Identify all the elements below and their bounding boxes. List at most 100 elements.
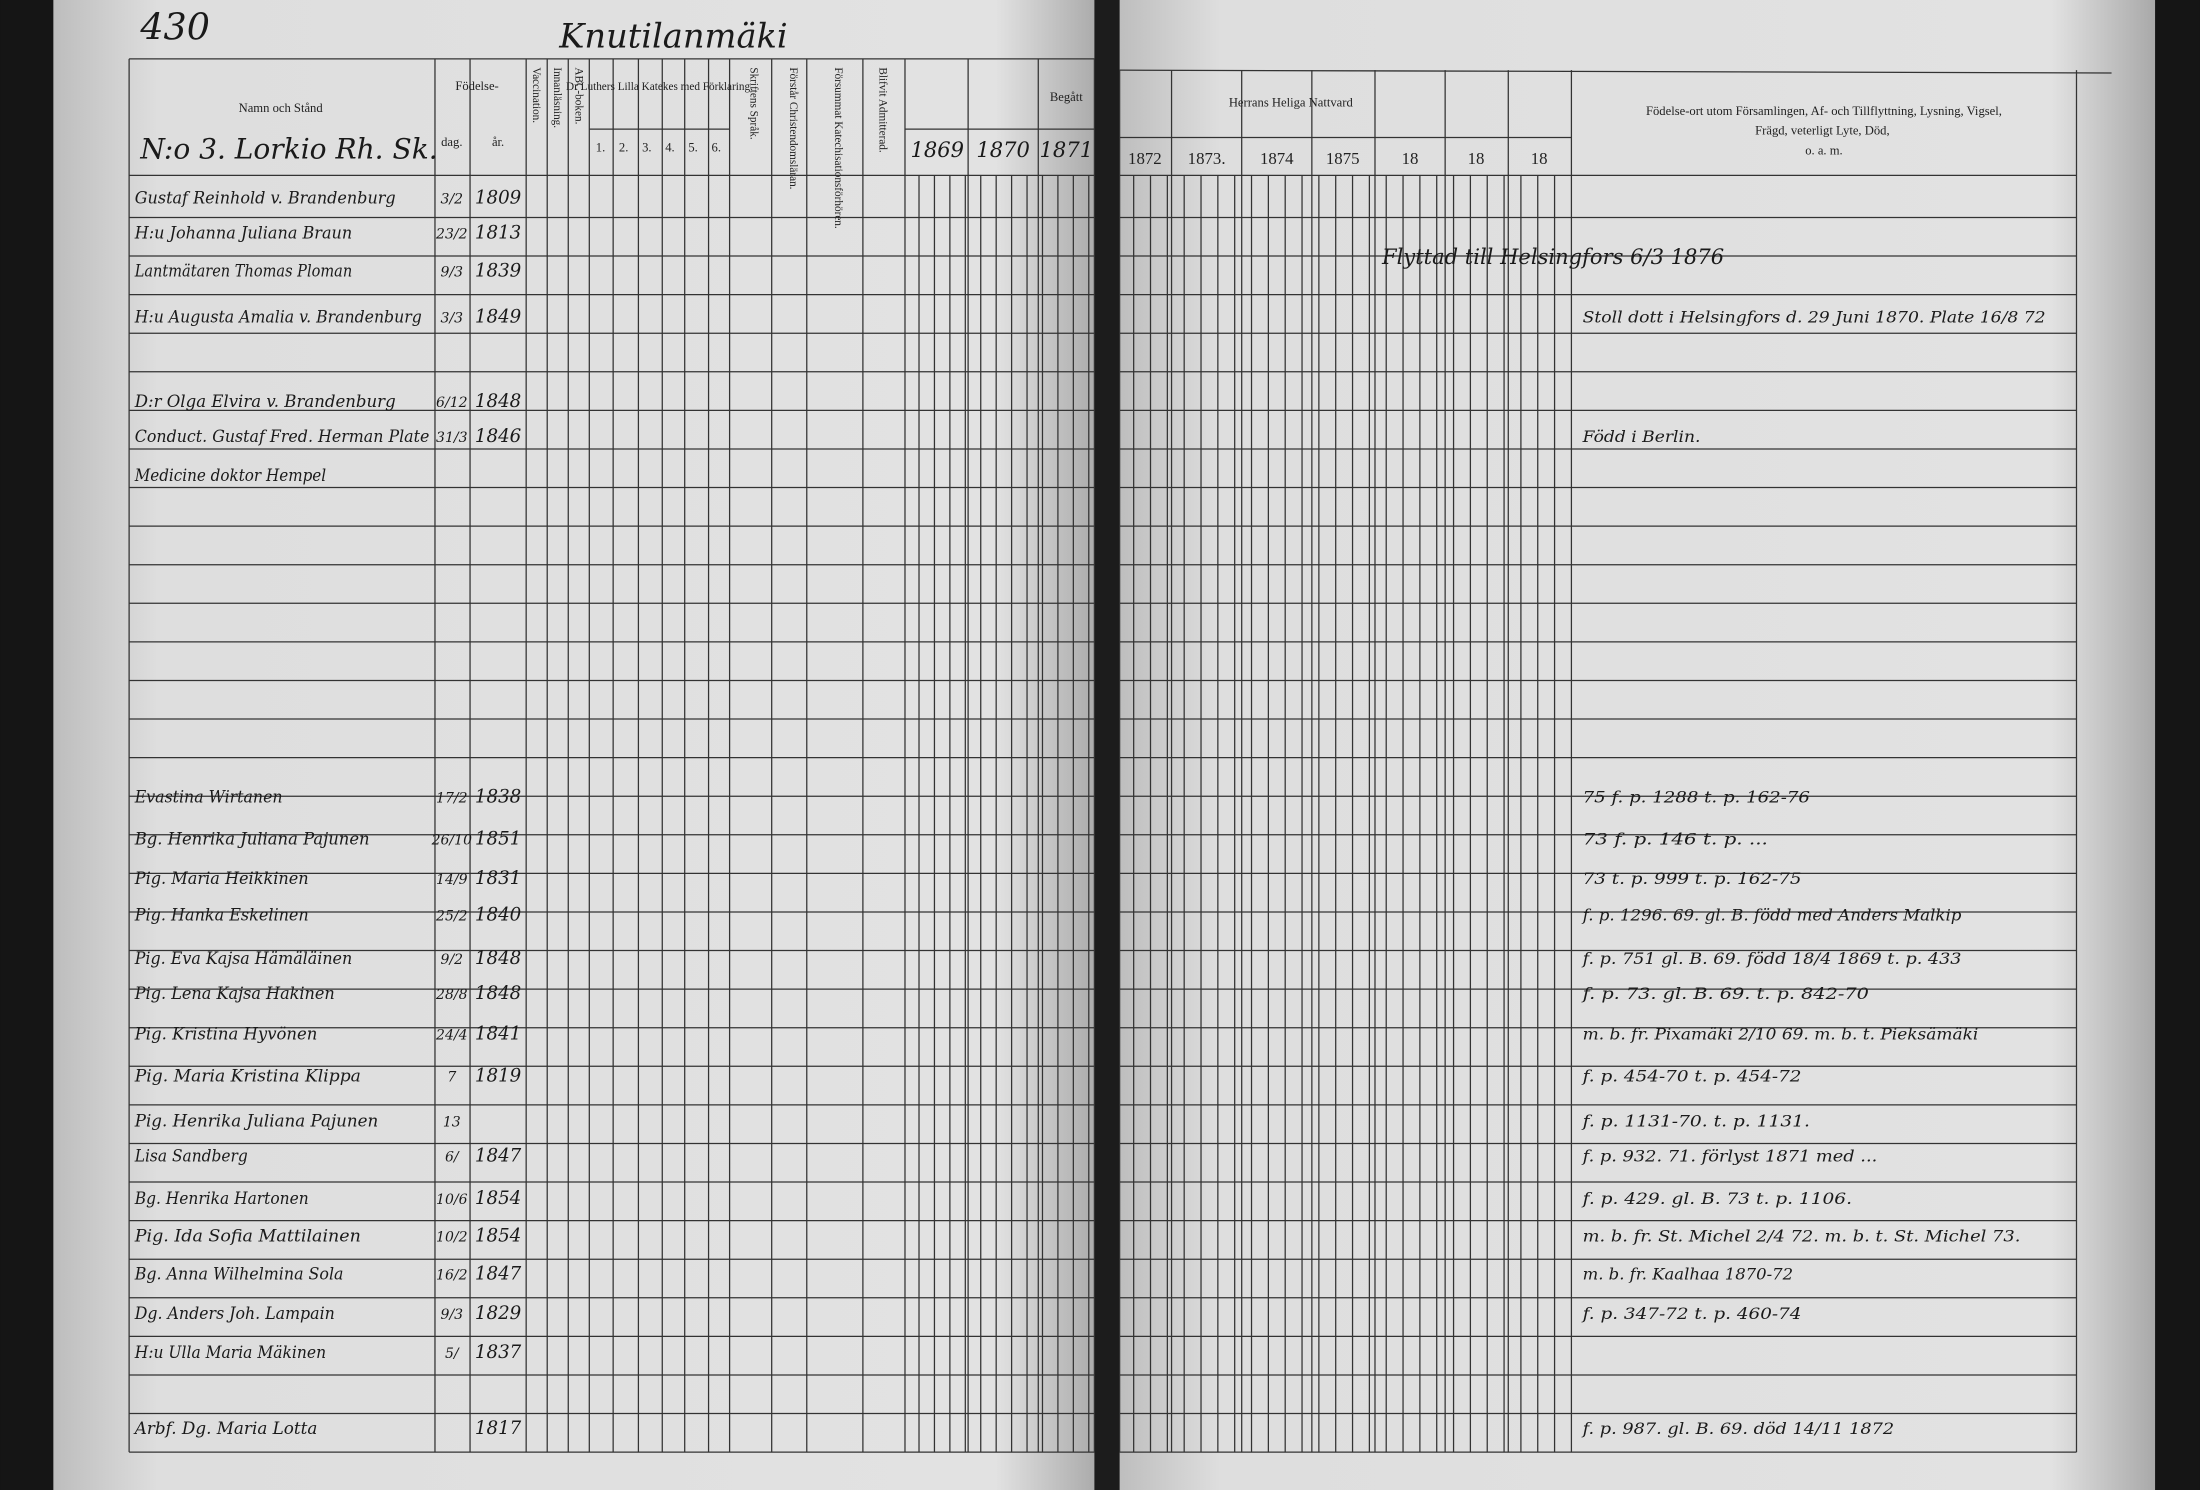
year-right: 18 [1468, 149, 1485, 168]
col-notes: Födelse-ort utom Församlingen, Af- och T… [1646, 104, 2002, 157]
row-year: 1848 [475, 948, 521, 969]
household: N:o 3. Lorkio Rh. Sk. [139, 133, 437, 166]
col-communion-left: Begått [1050, 90, 1083, 104]
row-year: 1839 [475, 260, 522, 281]
row-name: Pig. Lena Kajsa Hakinen [134, 983, 335, 1003]
row-day: 6/ [445, 1150, 460, 1166]
row-note: 75 f. p. 1288 t. p. 162-76 [1583, 789, 1811, 807]
row-note: m. b. fr. Pixamäki 2/10 69. m. b. t. Pie… [1583, 1026, 1979, 1044]
row-year: 1848 [475, 391, 521, 412]
row-name: Pig. Eva Kajsa Hämäläinen [134, 948, 352, 968]
row-year: 1841 [475, 1024, 521, 1045]
row-note: f. p. 347-72 t. p. 460-74 [1581, 1305, 1801, 1323]
col-abc: ABC-boken. [572, 67, 584, 124]
row-name: D:r Olga Elvira v. Brandenburg [134, 391, 396, 411]
left-page [53, 0, 1100, 1490]
row-name: Pig. Ida Sofia Mattilainen [134, 1226, 361, 1246]
row-year: 1840 [475, 904, 522, 925]
row-name: Arbf. Dg. Maria Lotta [133, 1418, 318, 1438]
year-right: 18 [1531, 149, 1548, 168]
row-day: 3/3 [441, 311, 464, 327]
row-day: 24/4 [435, 1028, 467, 1044]
row-note: Född i Berlin. [1582, 428, 1701, 446]
row-note: f. p. 73. gl. B. 69. t. p. 842-70 [1581, 985, 1869, 1003]
row-day: 7 [447, 1070, 456, 1086]
row-year: 1831 [475, 868, 521, 889]
row-year: 1849 [475, 307, 522, 328]
row-day: 14/9 [436, 872, 468, 888]
row-day: 9/3 [441, 264, 464, 280]
row-day: 31/3 [436, 430, 468, 446]
col-communion-right: Herrans Heliga Nattvard [1229, 96, 1354, 110]
row-name: Lisa Sandberg [134, 1146, 248, 1166]
year-right: 18 [1402, 149, 1419, 168]
row-day: 17/2 [436, 791, 468, 807]
row-name: Lantmätaren Thomas Ploman [134, 260, 352, 280]
row-day: 5/ [445, 1346, 460, 1362]
row-name: Medicine doktor Hempel [134, 465, 326, 485]
row-year: 1838 [475, 787, 521, 808]
moved-note: Flyttad till Helsingfors 6/3 1876 [1381, 244, 1724, 269]
catechism-part: 1. [596, 141, 605, 155]
col-reading: Innanläsning. [551, 67, 563, 128]
catechism-part: 5. [688, 141, 697, 155]
row-year: 1846 [475, 426, 521, 447]
col-admitted: Blifvit Admitterad. [877, 67, 889, 153]
text-layer: 430 Knutilanmäki N:o 3. Lorkio Rh. Sk. Namn… [133, 5, 2046, 1439]
row-name: Pig. Maria Heikkinen [134, 868, 309, 888]
row-note: 73 t. p. 999 t. p. 162-75 [1583, 870, 1802, 888]
col-name: Namn och Stånd [239, 101, 324, 115]
row-day: 23/2 [435, 227, 468, 243]
row-day: 9/3 [441, 1307, 464, 1323]
row-year: 1813 [475, 223, 521, 244]
row-day: 9/2 [441, 952, 464, 968]
row-name: Dg. Anders Joh. Lampain [134, 1303, 335, 1323]
row-name: H:u Ulla Maria Mäkinen [134, 1342, 326, 1362]
row-day: 28/8 [435, 987, 468, 1003]
col-scripture: Skriftens Språk. [748, 67, 760, 139]
row-name: Gustaf Reinhold v. Brandenburg [135, 187, 396, 207]
row-year: 1847 [475, 1146, 522, 1167]
col-year: år. [492, 135, 504, 149]
row-name: Pig. Kristina Hyvönen [134, 1024, 318, 1044]
year-right: 1872 [1128, 149, 1162, 168]
year-right: 1875 [1326, 149, 1360, 168]
col-catechism: Dr Luthers Lilla Katekes med Förklaring. [566, 81, 753, 93]
row-day: 3/2 [441, 191, 464, 207]
page-number: 430 [139, 5, 210, 48]
row-name: Pig. Hanka Eskelinen [134, 904, 309, 924]
row-note: f. p. 1131-70. t. p. 1131. [1581, 1113, 1809, 1131]
col-doctrine: Förstår Christendomsläran. [787, 67, 799, 189]
row-day: 26/10 [431, 833, 472, 849]
row-name: Pig. Maria Kristina Klippa [134, 1066, 361, 1086]
row-name: Conduct. Gustaf Fred. Herman Plate [135, 426, 430, 446]
catechism-part: 2. [619, 141, 628, 155]
col-missed: Försummat Katechisationsförhören. [832, 67, 844, 229]
row-note: f. p. 454-70 t. p. 454-72 [1581, 1068, 1801, 1086]
row-day: 6/12 [436, 395, 468, 411]
row-day: 16/2 [436, 1268, 468, 1284]
row-year: 1837 [475, 1342, 522, 1363]
row-year: 1848 [475, 983, 521, 1004]
row-year: 1819 [475, 1066, 522, 1087]
rule [1119, 69, 2112, 74]
row-year: 1851 [475, 829, 521, 850]
row-name: Bg. Henrika Hartonen [134, 1188, 309, 1208]
year-right: 1874 [1260, 149, 1294, 168]
row-note: m. b. fr. St. Michel 2/4 72. m. b. t. St… [1583, 1228, 2021, 1246]
spine [1094, 0, 1120, 1490]
year-left: 1871 [1040, 137, 1094, 162]
row-note: f. p. 751 gl. B. 69. född 18/4 1869 t. p… [1581, 950, 1961, 968]
row-name: Bg. Henrika Juliana Pajunen [134, 829, 370, 849]
catechism-part: 6. [712, 141, 721, 155]
row-note: 73 f. p. 146 t. p. ... [1583, 831, 1768, 849]
ruled-grid [128, 58, 2112, 1453]
row-year: 1829 [475, 1303, 522, 1324]
catechism-part: 4. [665, 141, 674, 155]
col-day: dag. [441, 135, 462, 149]
row-year: 1809 [475, 187, 522, 208]
row-name: H:u Johanna Juliana Braun [134, 223, 352, 243]
village: Knutilanmäki [558, 17, 787, 56]
